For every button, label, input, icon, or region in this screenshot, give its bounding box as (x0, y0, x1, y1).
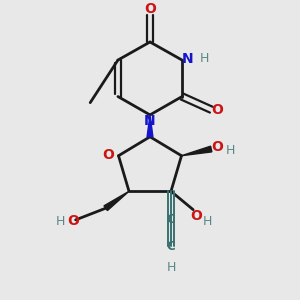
Text: C: C (167, 213, 176, 226)
Text: N: N (144, 114, 156, 128)
Text: C: C (167, 240, 176, 253)
Text: O: O (211, 140, 223, 154)
Text: O: O (190, 209, 202, 223)
Text: N: N (182, 52, 194, 66)
Text: H: H (166, 261, 176, 274)
Text: H: H (56, 215, 65, 228)
Text: O: O (144, 2, 156, 16)
Polygon shape (147, 115, 153, 137)
Text: O: O (102, 148, 114, 162)
Text: O: O (212, 103, 224, 117)
Text: H: H (226, 144, 235, 157)
Text: O: O (68, 214, 79, 228)
Text: H: H (199, 52, 208, 65)
Text: H: H (202, 215, 212, 228)
Polygon shape (104, 191, 129, 211)
Polygon shape (182, 146, 212, 156)
